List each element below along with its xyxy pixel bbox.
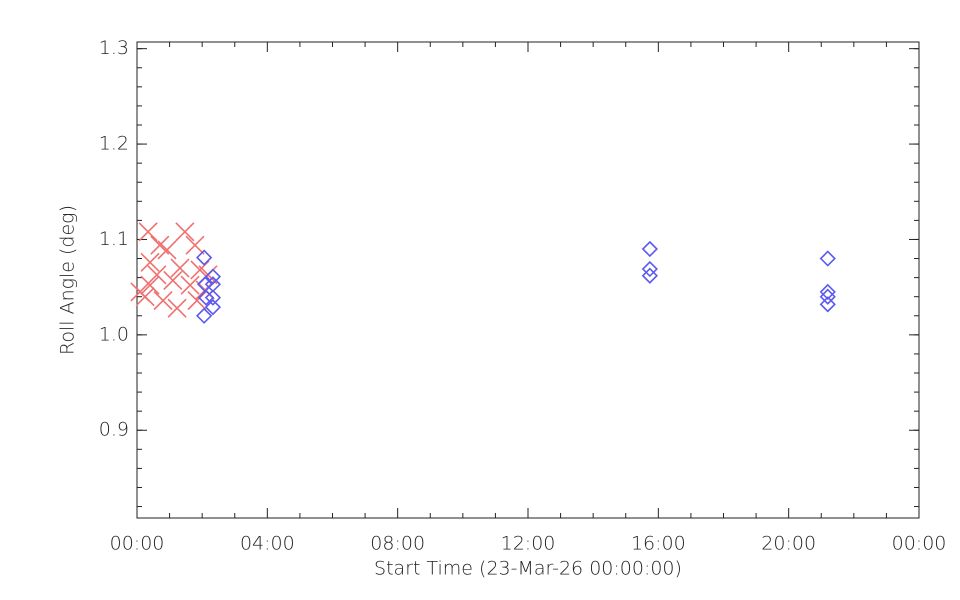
frame <box>136 41 920 519</box>
x-tick-label: 16:00 <box>631 533 686 555</box>
point <box>641 240 658 258</box>
point <box>204 289 222 306</box>
x-tick-label: 20:00 <box>761 533 816 555</box>
x-tick-label: 00:00 <box>892 533 947 555</box>
point <box>138 222 158 242</box>
point <box>140 275 160 295</box>
x-tick-label: 00:00 <box>110 533 165 555</box>
point <box>153 290 173 311</box>
point <box>819 288 836 305</box>
point <box>167 298 187 318</box>
point <box>195 307 213 324</box>
x-tick-label: 08:00 <box>370 533 425 555</box>
point <box>641 267 658 284</box>
point <box>819 283 836 301</box>
point <box>641 260 658 278</box>
y-tick-label: 1.3 <box>99 37 129 59</box>
point <box>185 235 205 255</box>
x-axis-label: Start Time (23-Mar-26 00:00:00) <box>374 558 682 580</box>
y-tick-label: 0.9 <box>99 419 129 441</box>
point <box>175 222 195 242</box>
x-tick-label: 12:00 <box>501 533 556 555</box>
point <box>819 250 836 267</box>
point <box>195 249 213 266</box>
y-axis-label: Roll Angle (deg) <box>57 205 79 355</box>
y-tick-label: 1.2 <box>99 133 129 155</box>
plot-frame <box>136 41 920 519</box>
point <box>180 275 200 295</box>
point <box>197 289 215 306</box>
x-tick-label: 04:00 <box>240 533 295 555</box>
point <box>157 240 177 260</box>
point <box>204 299 222 316</box>
point <box>204 268 222 285</box>
point <box>135 287 155 307</box>
point <box>140 252 160 272</box>
y-tick-label: 1.1 <box>99 228 129 250</box>
point <box>170 258 190 278</box>
point <box>819 296 836 313</box>
point <box>163 270 183 291</box>
point <box>147 265 167 285</box>
y-tick-label: 1.0 <box>99 323 129 345</box>
